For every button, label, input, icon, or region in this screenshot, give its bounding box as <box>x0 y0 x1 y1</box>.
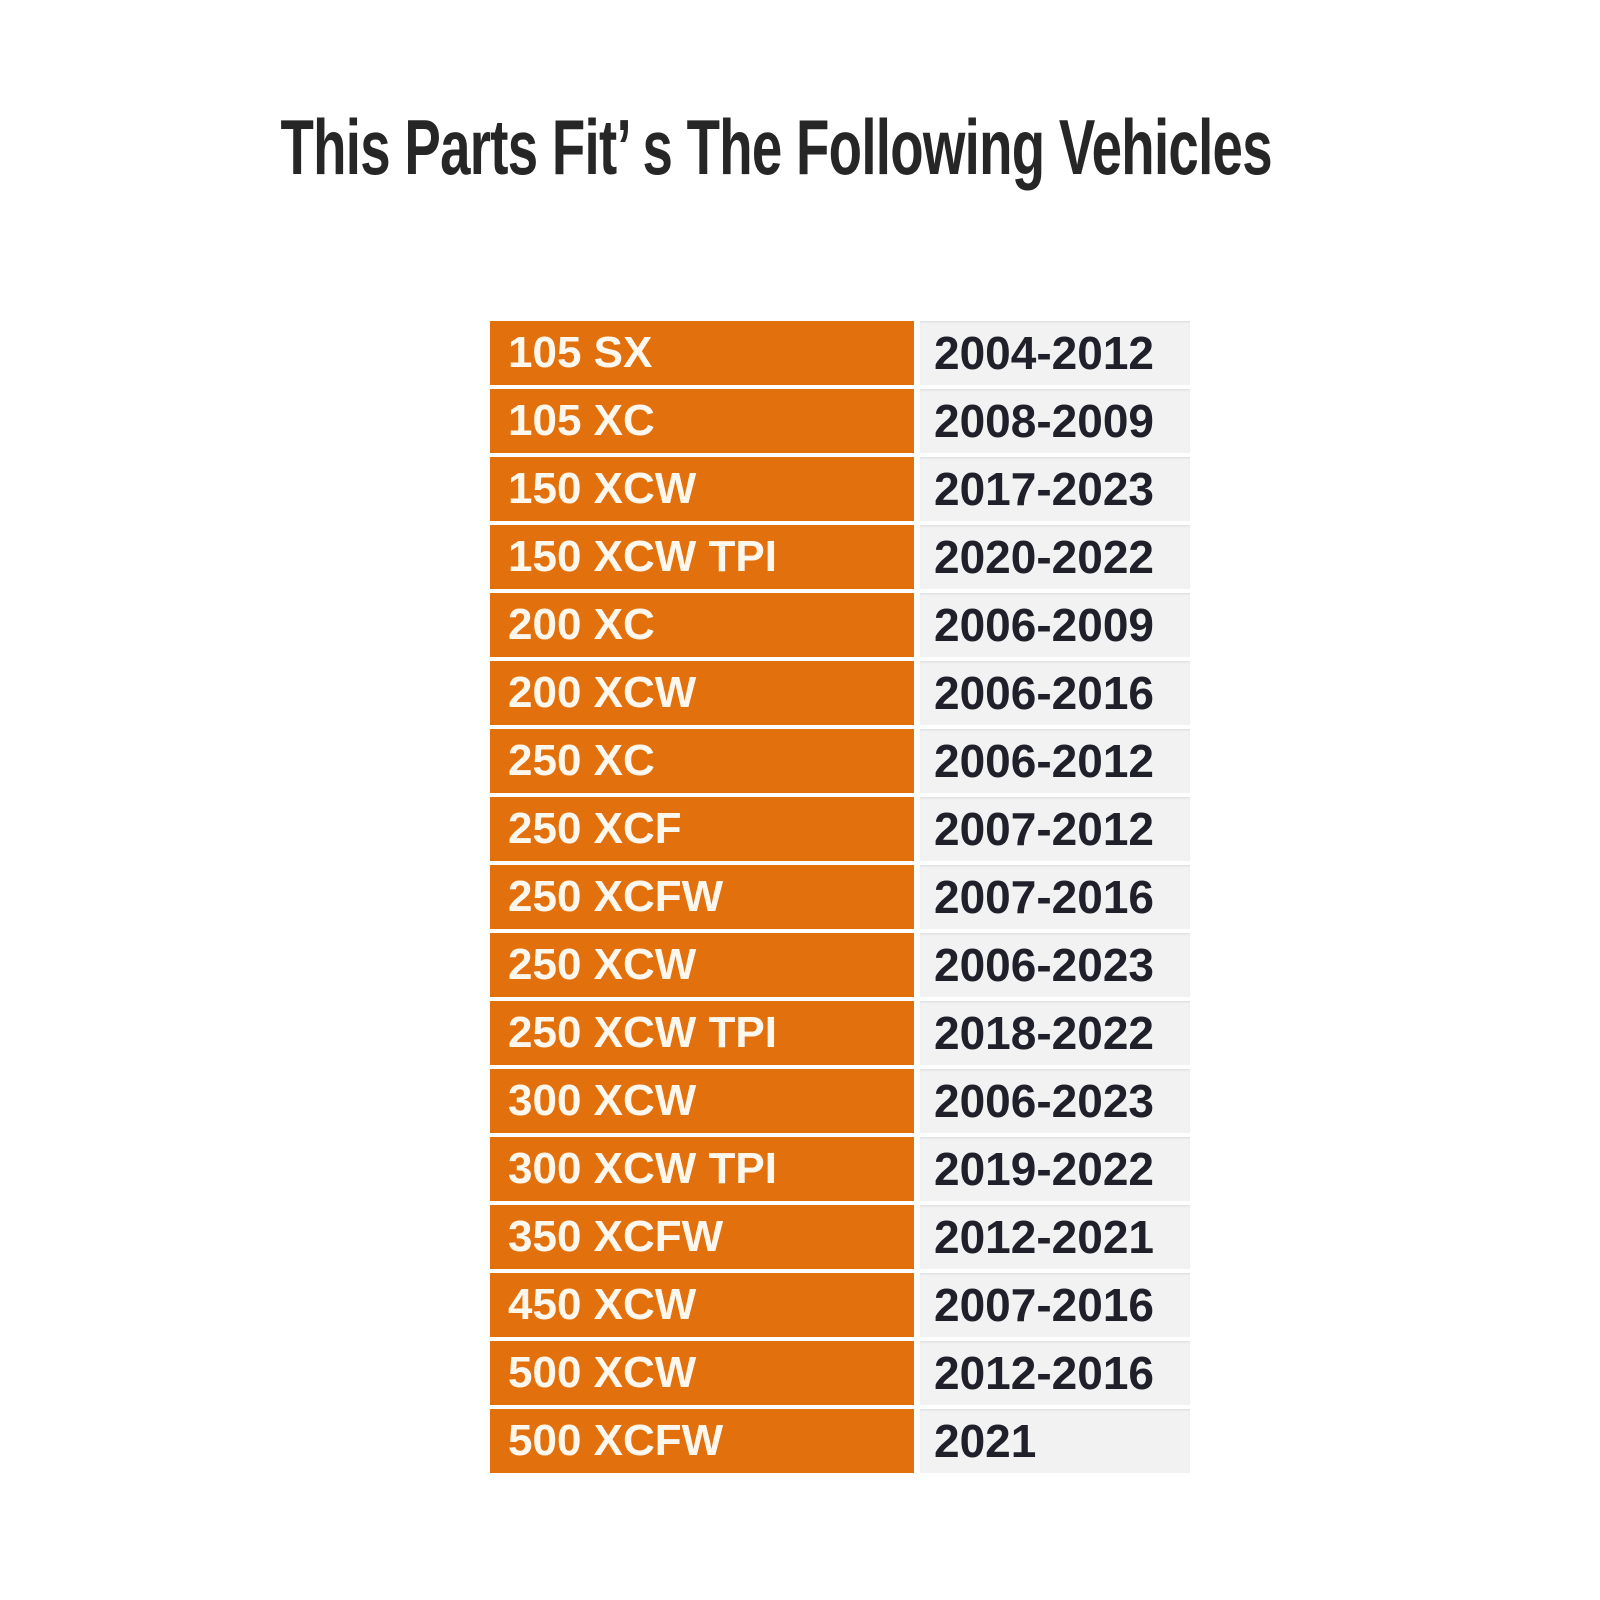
years-cell: 2018-2022 <box>920 1001 1190 1065</box>
model-cell: 105 XC <box>490 389 914 453</box>
table-row: 105 XC 2008-2009 <box>490 389 1190 453</box>
table-row: 250 XCW 2006-2023 <box>490 933 1190 997</box>
table-row: 150 XCW TPI 2020-2022 <box>490 525 1190 589</box>
table-row: 250 XCFW 2007-2016 <box>490 865 1190 929</box>
page-title: This Parts Fit’ s The Following Vehicles <box>280 103 1272 191</box>
model-cell: 200 XCW <box>490 661 914 725</box>
table-row: 200 XCW 2006-2016 <box>490 661 1190 725</box>
table-row: 150 XCW 2017-2023 <box>490 457 1190 521</box>
model-cell: 250 XCW TPI <box>490 1001 914 1065</box>
table-row: 500 XCFW 2021 <box>490 1409 1190 1473</box>
model-cell: 200 XC <box>490 593 914 657</box>
table-row: 300 XCW 2006-2023 <box>490 1069 1190 1133</box>
years-cell: 2007-2016 <box>920 1273 1190 1337</box>
table-row: 250 XCW TPI 2018-2022 <box>490 1001 1190 1065</box>
model-cell: 450 XCW <box>490 1273 914 1337</box>
table-row: 350 XCFW 2012-2021 <box>490 1205 1190 1269</box>
table-row: 250 XC 2006-2012 <box>490 729 1190 793</box>
model-cell: 300 XCW <box>490 1069 914 1133</box>
model-cell: 500 XCFW <box>490 1409 914 1473</box>
years-cell: 2006-2023 <box>920 933 1190 997</box>
table-row: 300 XCW TPI 2019-2022 <box>490 1137 1190 1201</box>
model-cell: 300 XCW TPI <box>490 1137 914 1201</box>
model-cell: 350 XCFW <box>490 1205 914 1269</box>
years-cell: 2012-2016 <box>920 1341 1190 1405</box>
years-cell: 2006-2012 <box>920 729 1190 793</box>
years-cell: 2008-2009 <box>920 389 1190 453</box>
table-row: 105 SX 2004-2012 <box>490 321 1190 385</box>
model-cell: 250 XCW <box>490 933 914 997</box>
model-cell: 250 XCFW <box>490 865 914 929</box>
years-cell: 2019-2022 <box>920 1137 1190 1201</box>
years-cell: 2020-2022 <box>920 525 1190 589</box>
page-title-wrap: This Parts Fit’ s The Following Vehicles <box>0 108 1600 186</box>
model-cell: 250 XCF <box>490 797 914 861</box>
years-cell: 2004-2012 <box>920 321 1190 385</box>
fitment-table: 105 SX 2004-2012 105 XC 2008-2009 150 XC… <box>490 321 1190 1477</box>
model-cell: 500 XCW <box>490 1341 914 1405</box>
years-cell: 2017-2023 <box>920 457 1190 521</box>
years-cell: 2007-2012 <box>920 797 1190 861</box>
table-row: 500 XCW 2012-2016 <box>490 1341 1190 1405</box>
model-cell: 250 XC <box>490 729 914 793</box>
years-cell: 2006-2009 <box>920 593 1190 657</box>
years-cell: 2021 <box>920 1409 1190 1473</box>
years-cell: 2012-2021 <box>920 1205 1190 1269</box>
table-row: 450 XCW 2007-2016 <box>490 1273 1190 1337</box>
years-cell: 2006-2016 <box>920 661 1190 725</box>
model-cell: 150 XCW <box>490 457 914 521</box>
model-cell: 150 XCW TPI <box>490 525 914 589</box>
years-cell: 2007-2016 <box>920 865 1190 929</box>
model-cell: 105 SX <box>490 321 914 385</box>
years-cell: 2006-2023 <box>920 1069 1190 1133</box>
table-row: 250 XCF 2007-2012 <box>490 797 1190 861</box>
table-row: 200 XC 2006-2009 <box>490 593 1190 657</box>
